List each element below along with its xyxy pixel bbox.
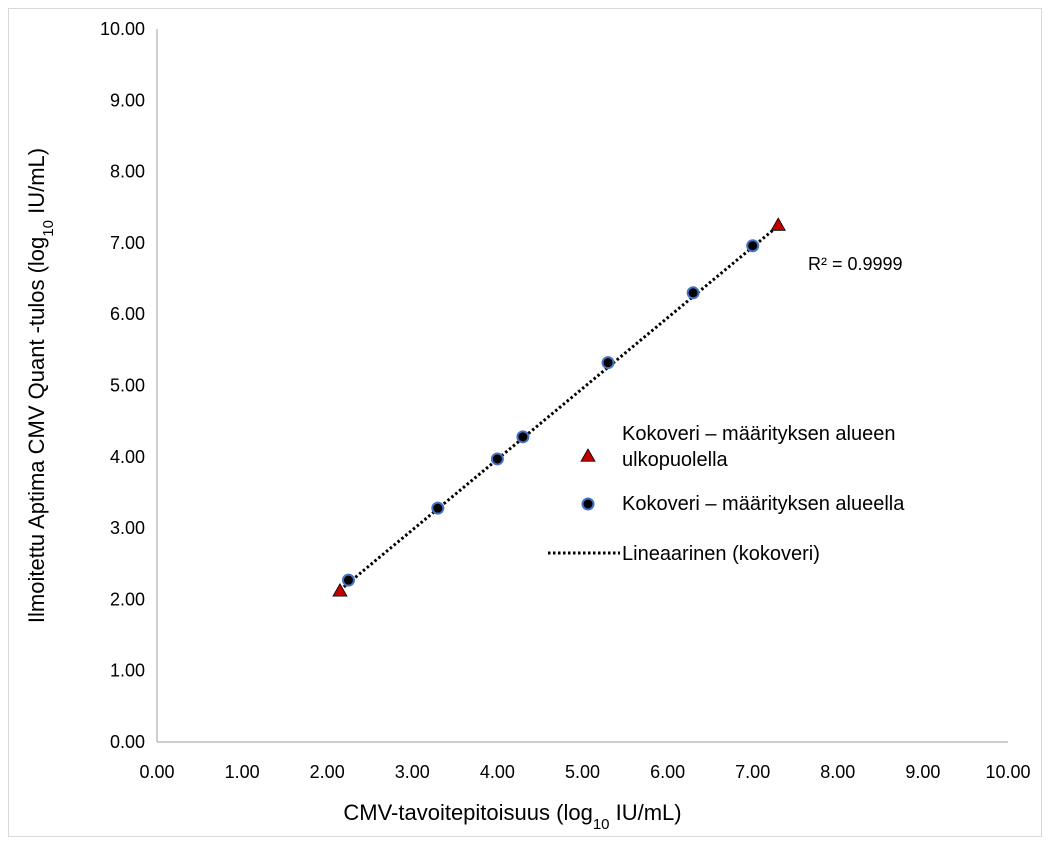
x-tick-label: 3.00 <box>395 762 430 782</box>
x-axis-title: CMV-tavoitepitoisuus (log10 IU/mL) <box>343 800 681 833</box>
x-tick-label: 9.00 <box>905 762 940 782</box>
x-tick-label: 0.00 <box>139 762 174 782</box>
legend-label-line: Kokoveri – määrityksen alueen <box>622 423 895 445</box>
y-axis-title-prefix: Ilmoitettu Aptima CMV Quant -tulos (log <box>24 237 49 623</box>
y-axis-title-suffix: IU/mL) <box>24 148 49 220</box>
y-tick-label: 9.00 <box>110 90 145 110</box>
y-axis-title: Ilmoitettu Aptima CMV Quant -tulos (log1… <box>24 148 57 623</box>
x-tick-labels: 0.00 1.00 2.00 3.00 4.00 5.00 6.00 7.00 8.00 9.00… <box>139 762 1030 782</box>
y-axis-title-subscript: 10 <box>40 220 57 237</box>
triangle-data-point <box>770 217 786 231</box>
y-tick-label: 10.00 <box>100 19 145 39</box>
x-tick-label: 2.00 <box>310 762 345 782</box>
y-tick-label: 1.00 <box>110 661 145 681</box>
legend-label-out-of-range: Kokoveri – määrityksen alueen ulkopuolell… <box>622 423 895 471</box>
y-tick-label: 5.00 <box>110 376 145 396</box>
x-tick-label: 8.00 <box>820 762 855 782</box>
x-axis-title-suffix: IU/mL) <box>610 800 682 825</box>
x-tick-label: 1.00 <box>225 762 260 782</box>
legend-label-trendline: Lineaarinen (kokoveri) <box>622 543 820 565</box>
y-tick-label: 8.00 <box>110 162 145 182</box>
circle-data-point <box>490 452 504 466</box>
x-axis-title-subscript: 10 <box>593 816 610 833</box>
y-tick-label: 4.00 <box>110 447 145 467</box>
chart-frame <box>8 8 1042 837</box>
x-tick-label: 4.00 <box>480 762 515 782</box>
axes <box>156 29 1008 743</box>
y-tick-label: 7.00 <box>110 233 145 253</box>
x-axis-title-prefix: CMV-tavoitepitoisuus (log <box>343 800 592 825</box>
x-tick-label: 6.00 <box>650 762 685 782</box>
r-squared-label: R² = 0.9999 <box>808 254 903 274</box>
legend-label-line: ulkopuolella <box>622 449 729 471</box>
trendline <box>339 224 780 592</box>
circle-data-point <box>686 286 700 300</box>
x-tick-label: 10.00 <box>985 762 1030 782</box>
triangle-data-point <box>332 583 348 597</box>
y-tick-label: 3.00 <box>110 518 145 538</box>
y-tick-label: 6.00 <box>110 304 145 324</box>
legend-circle-marker <box>581 497 595 511</box>
y-tick-label: 2.00 <box>110 589 145 609</box>
legend-label-in-range: Kokoveri – määrityksen alueella <box>622 493 905 515</box>
x-tick-label: 5.00 <box>565 762 600 782</box>
circle-data-point <box>746 239 760 253</box>
circle-data-point <box>431 501 445 515</box>
circle-data-point <box>601 356 615 370</box>
circle-data-point <box>516 430 530 444</box>
y-tick-labels: 0.00 1.00 2.00 3.00 4.00 5.00 6.00 7.00 8.00 9.00… <box>100 19 145 752</box>
legend: Kokoveri – määrityksen alueen ulkopuolell… <box>548 423 905 565</box>
legend-triangle-marker <box>580 448 596 462</box>
y-tick-label: 0.00 <box>110 732 145 752</box>
data-points <box>332 217 786 597</box>
circle-data-point <box>341 573 355 587</box>
x-tick-label: 7.00 <box>735 762 770 782</box>
